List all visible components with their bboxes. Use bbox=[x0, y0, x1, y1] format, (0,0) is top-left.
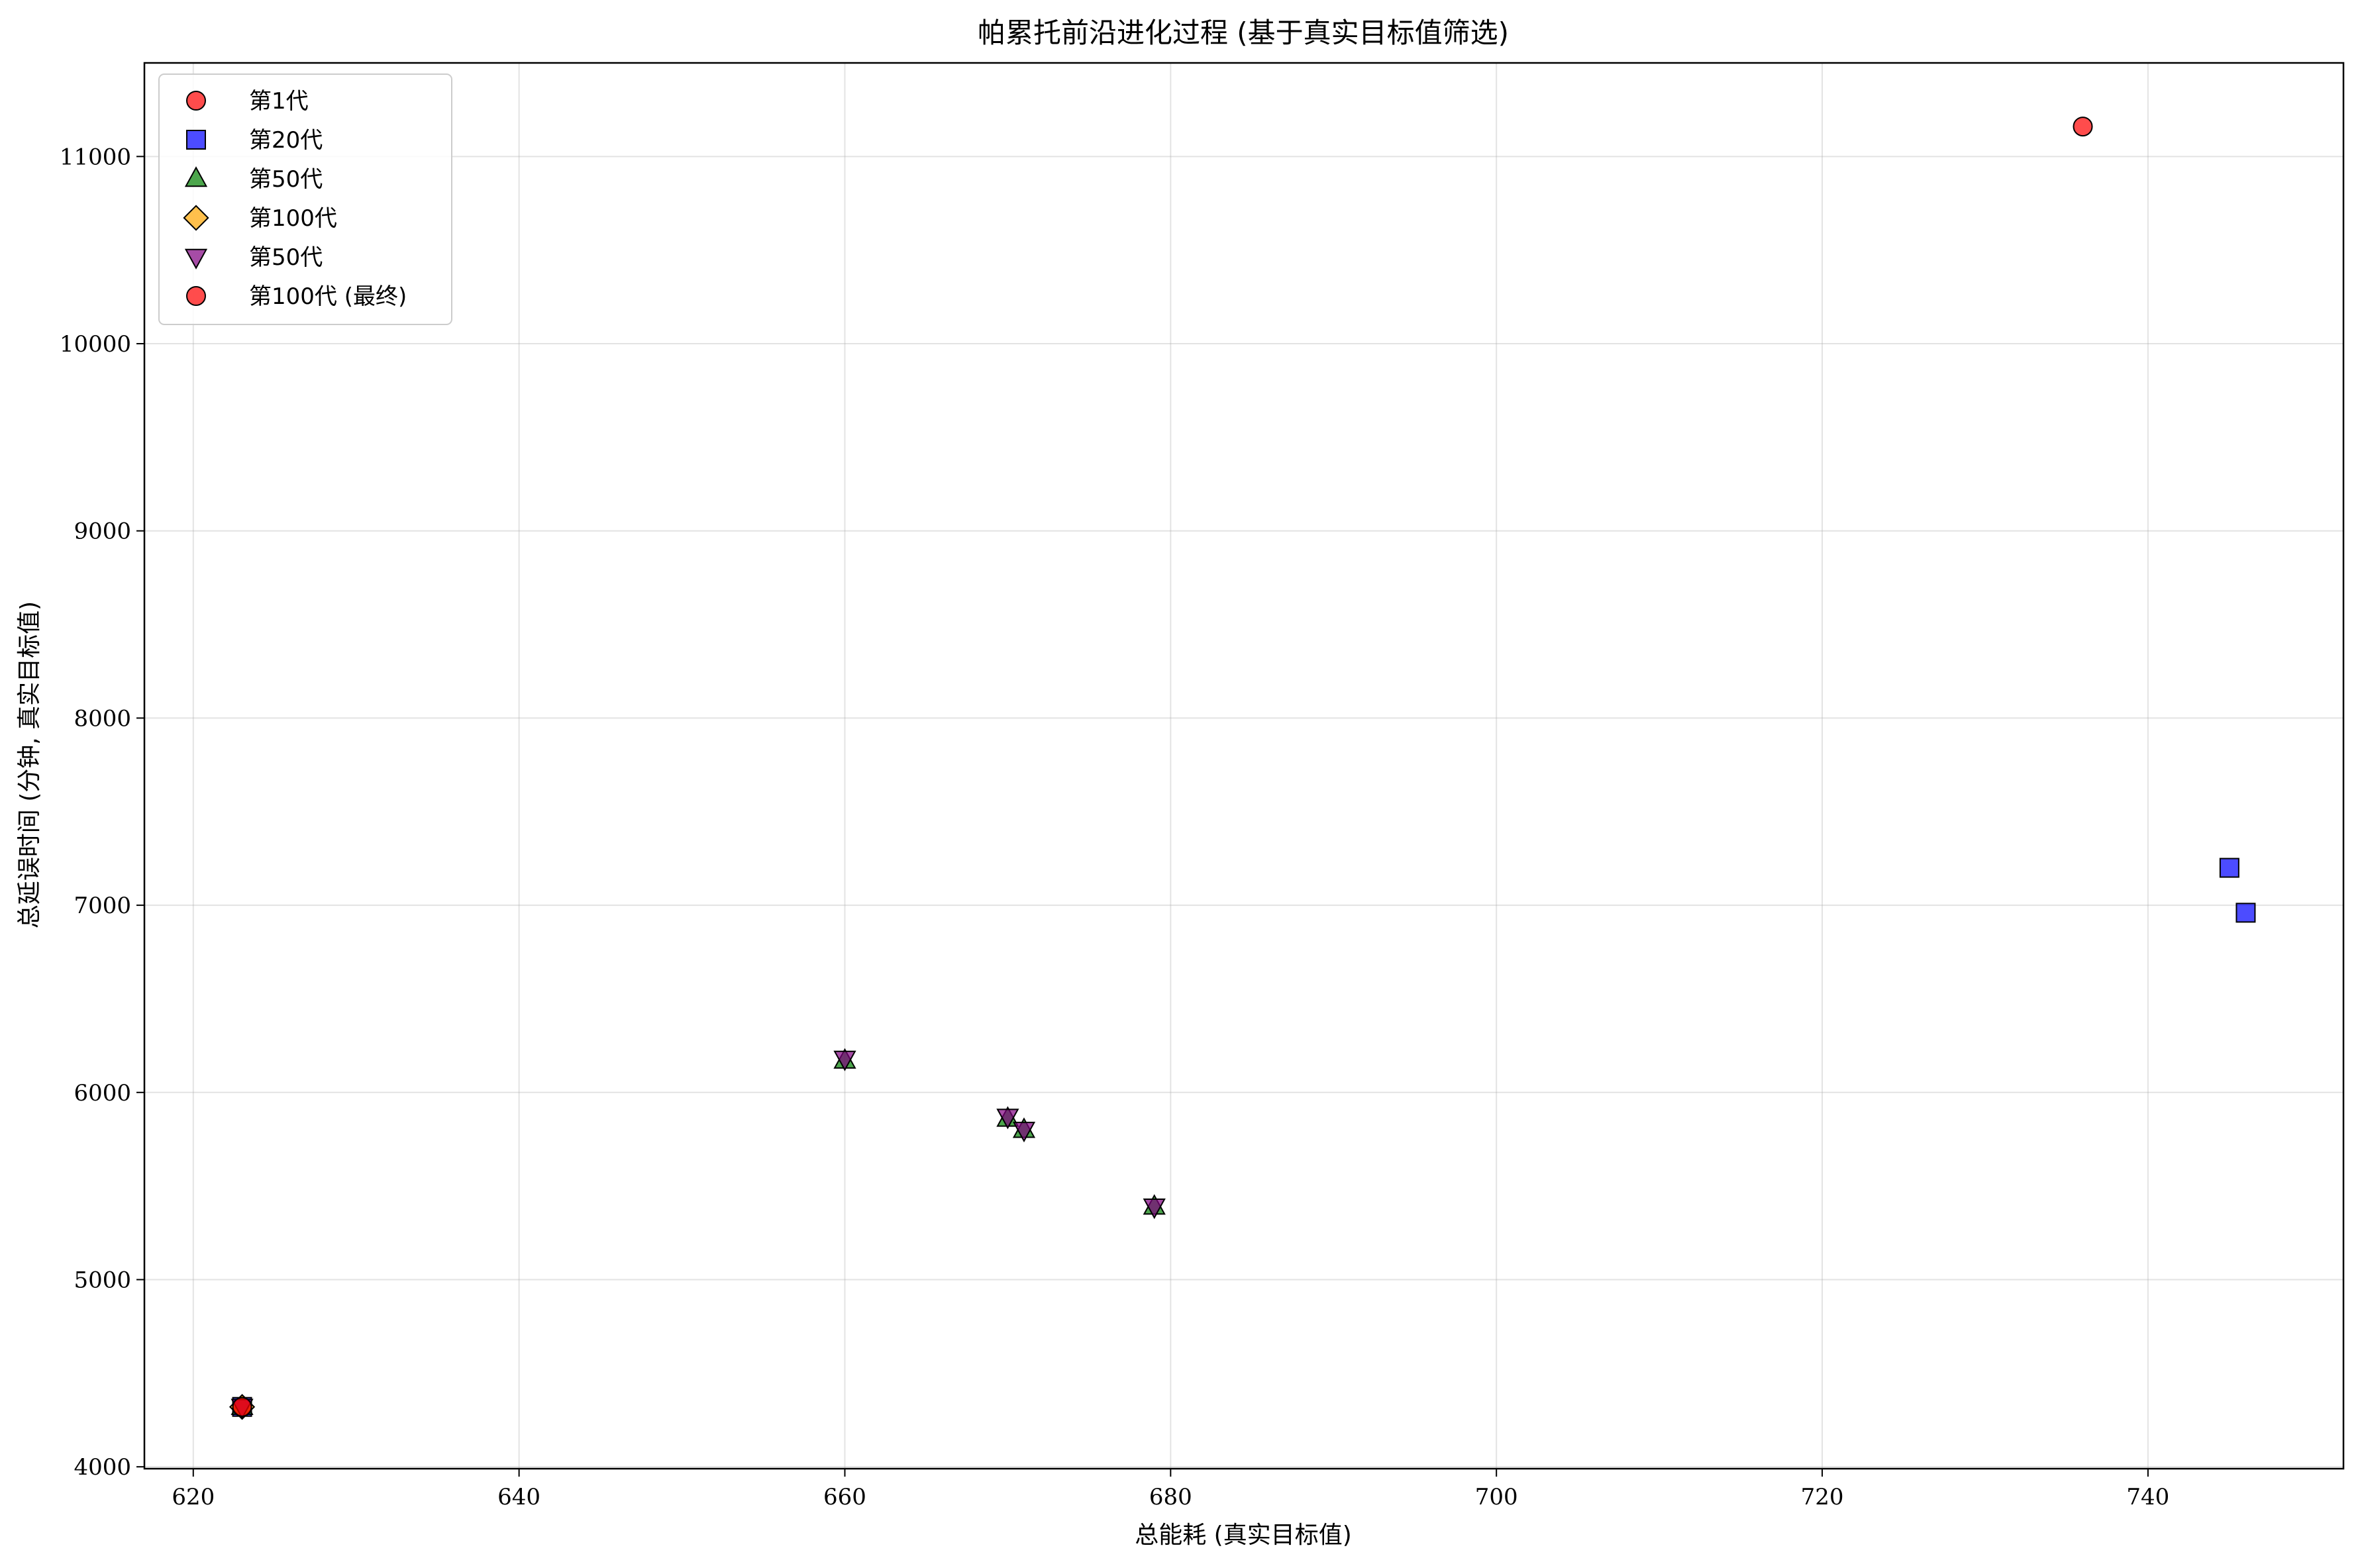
x-tick-label: 620 bbox=[172, 1484, 215, 1510]
x-axis-label: 总能耗 (真实目标值) bbox=[1135, 1522, 1352, 1549]
y-tick-label: 7000 bbox=[74, 893, 131, 919]
legend-marker bbox=[186, 130, 206, 150]
y-axis-label: 总延误时间 (分钟, 真实目标值) bbox=[16, 601, 43, 928]
legend-label: 第50代 bbox=[249, 166, 323, 193]
y-tick-label: 9000 bbox=[74, 518, 131, 545]
data-point-series-5 bbox=[1143, 1199, 1166, 1220]
y-tick-label: 6000 bbox=[74, 1080, 131, 1106]
legend-label: 第100代 bbox=[249, 205, 337, 232]
legend-marker bbox=[186, 286, 206, 306]
data-point-series-5 bbox=[1012, 1122, 1036, 1143]
x-tick-label: 720 bbox=[1801, 1484, 1844, 1510]
y-tick-label: 5000 bbox=[74, 1267, 131, 1293]
legend-label: 第20代 bbox=[249, 127, 323, 154]
data-point-series-6 bbox=[232, 1396, 252, 1417]
legend-marker bbox=[184, 248, 208, 270]
x-tick-label: 700 bbox=[1475, 1484, 1518, 1510]
data-point-series-5 bbox=[833, 1050, 856, 1071]
data-points bbox=[229, 117, 2256, 1420]
plot-area bbox=[143, 62, 2345, 1470]
data-point-series-2 bbox=[2235, 903, 2256, 923]
y-tick-label: 8000 bbox=[74, 705, 131, 732]
x-tick-label: 740 bbox=[2126, 1484, 2169, 1510]
legend-marker bbox=[186, 91, 206, 111]
axis-ticks: 620 640 660 680 700 720 740 4000 5000 6000 7000 800… bbox=[60, 144, 2170, 1510]
legend-label: 第100代 (最终) bbox=[249, 283, 407, 310]
x-tick-label: 660 bbox=[823, 1484, 866, 1510]
grid bbox=[144, 63, 2343, 1469]
legend-marker bbox=[183, 205, 209, 231]
y-tick-label: 10000 bbox=[60, 331, 131, 358]
data-point-series-5 bbox=[996, 1108, 1019, 1130]
chart-title: 帕累托前沿进化过程 (基于真实目标值筛选) bbox=[978, 17, 1509, 49]
data-point-series-1 bbox=[2073, 117, 2093, 137]
y-tick-label: 4000 bbox=[74, 1454, 131, 1481]
x-tick-label: 680 bbox=[1149, 1484, 1192, 1510]
legend-label: 第50代 bbox=[249, 244, 323, 271]
legend-box bbox=[158, 74, 452, 325]
y-tick-label: 11000 bbox=[60, 144, 131, 170]
x-tick-label: 640 bbox=[497, 1484, 540, 1510]
legend-marker bbox=[184, 166, 208, 187]
legend-label: 第1代 bbox=[249, 88, 309, 115]
data-point-series-2 bbox=[2219, 858, 2239, 878]
